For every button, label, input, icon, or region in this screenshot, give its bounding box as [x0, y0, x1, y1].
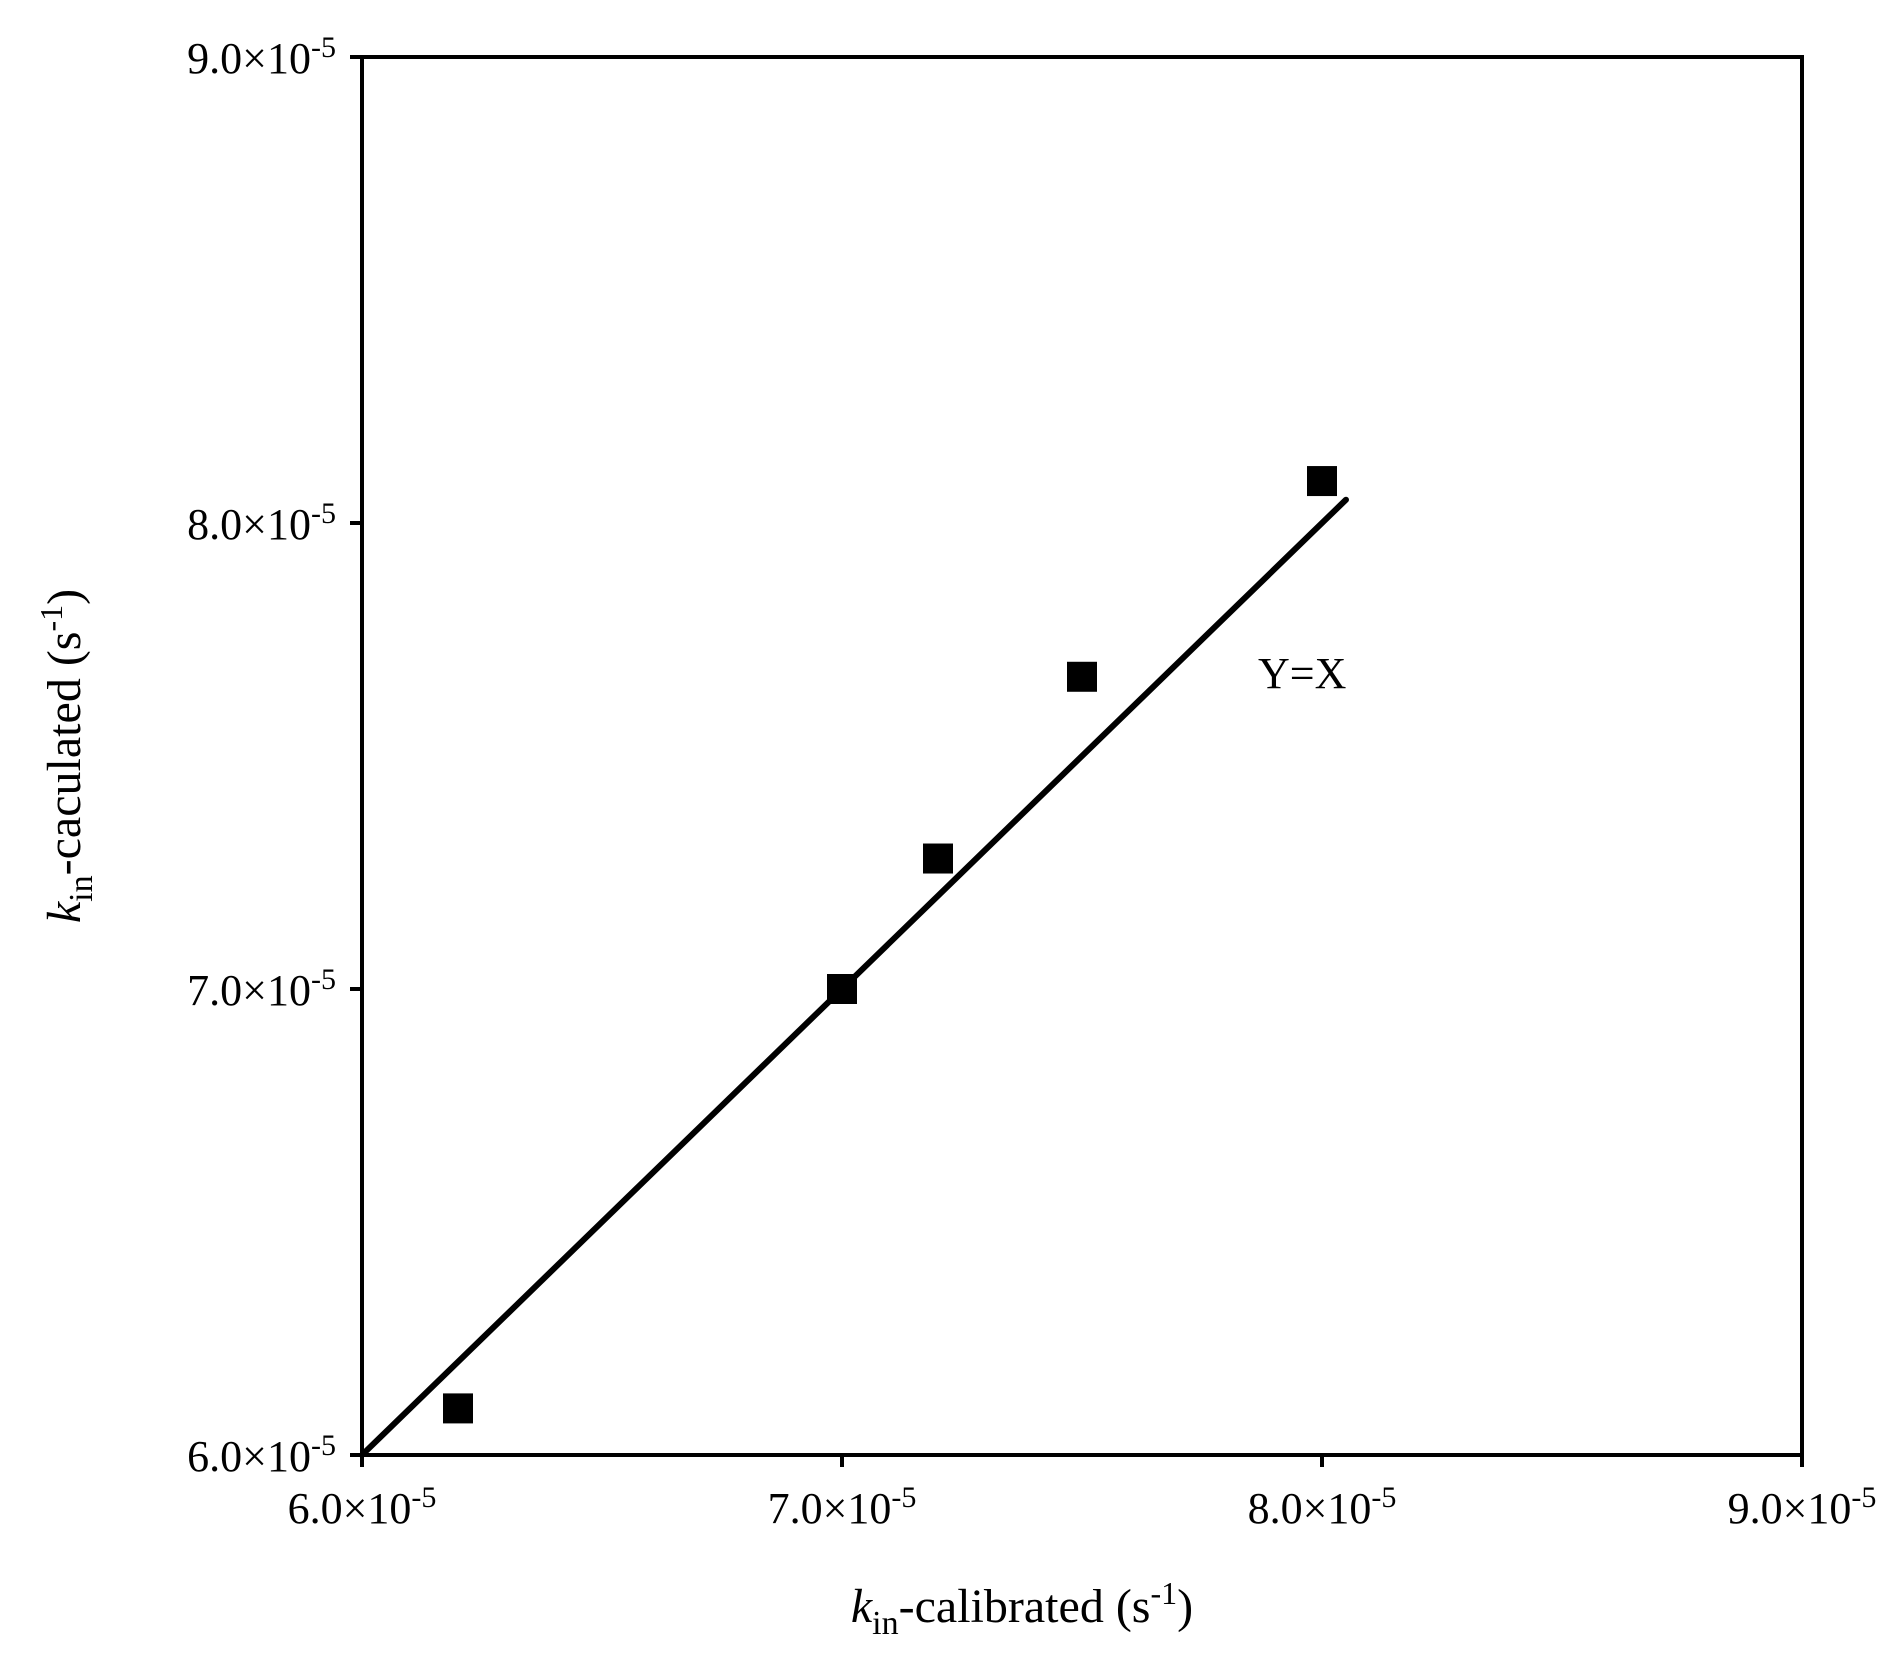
x-tick-label-exponent: -5 — [891, 1481, 916, 1514]
y-axis-title-end: ) — [38, 589, 91, 605]
x-tick-label-mantissa: 9.0×10 — [1728, 1484, 1852, 1533]
x-tick-label: 6.0×10-5 — [288, 1481, 437, 1533]
x-tick-label: 8.0×10-5 — [1248, 1481, 1397, 1533]
data-point — [923, 843, 953, 874]
data-point — [1067, 661, 1097, 692]
x-tick-label-exponent: -5 — [1371, 1481, 1396, 1514]
y-tick-label-mantissa: 6.0×10 — [187, 1432, 311, 1481]
data-point — [827, 974, 857, 1004]
x-tick-label-mantissa: 7.0×10 — [768, 1484, 892, 1533]
x-tick-label-mantissa: 8.0×10 — [1248, 1484, 1372, 1533]
y-tick-label-exponent: -5 — [311, 31, 336, 64]
y-axis-ticks: 6.0×10-57.0×10-58.0×10-59.0×10-5 — [187, 31, 362, 1481]
y-tick-label: 6.0×10-5 — [187, 1429, 336, 1481]
y-tick-label-mantissa: 7.0×10 — [187, 966, 311, 1015]
y-axis-title-italic: k — [38, 900, 91, 923]
y-axis-title-main: -caculated (s — [38, 632, 91, 876]
x-axis-ticks: 6.0×10-5 7.0×10-5 8.0×10-5 9.0×10-5 — [288, 1455, 1877, 1533]
x-axis-title: kin-calibrated (s-1) — [851, 1575, 1193, 1642]
data-points-layer — [443, 466, 1337, 1424]
y-tick-label-exponent: -5 — [311, 1429, 336, 1462]
x-axis-title-main: -calibrated (s — [899, 1580, 1151, 1633]
x-axis-title-end: ) — [1177, 1580, 1193, 1633]
reference-line-label: Y=X — [1258, 649, 1346, 698]
data-point — [1307, 466, 1337, 497]
data-point — [443, 1393, 473, 1424]
plot-frame — [360, 55, 1804, 1457]
x-tick-label: 9.0×10-5 — [1728, 1481, 1877, 1533]
y-tick-label: 9.0×10-5 — [187, 31, 336, 83]
y-axis-title: kin-caculated (s-1) — [33, 589, 100, 923]
x-tick-label-exponent: -5 — [1851, 1481, 1876, 1514]
y-tick-label: 7.0×10-5 — [187, 963, 336, 1015]
x-axis-title-superscript: -1 — [1150, 1575, 1177, 1611]
y-tick-label-mantissa: 8.0×10 — [187, 500, 311, 549]
x-tick-label-mantissa: 6.0×10 — [288, 1484, 412, 1533]
y-tick-label: 8.0×10-5 — [187, 497, 336, 549]
y-axis-title-superscript: -1 — [33, 605, 69, 632]
x-axis-title-italic: k — [851, 1580, 874, 1633]
x-axis-title-subscript: in — [872, 1605, 898, 1642]
y-tick-label-mantissa: 9.0×10 — [187, 34, 311, 83]
x-tick-label-exponent: -5 — [411, 1481, 436, 1514]
y-axis-title-subscript: in — [63, 875, 100, 901]
y-tick-label-exponent: -5 — [311, 497, 336, 530]
y-tick-label-exponent: -5 — [311, 963, 336, 996]
x-tick-label: 7.0×10-5 — [768, 1481, 917, 1533]
